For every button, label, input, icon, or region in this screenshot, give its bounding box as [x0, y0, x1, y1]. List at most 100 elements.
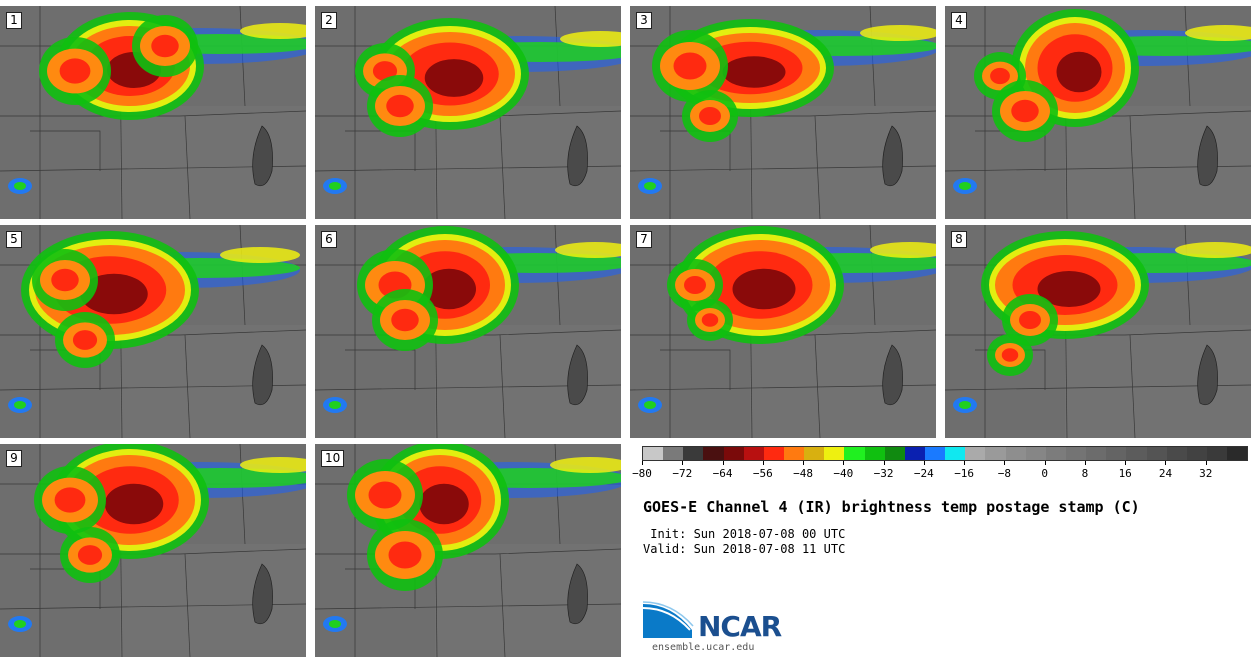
- colorbar-swatch: [783, 447, 805, 460]
- postage-stamp-panel: 7: [630, 225, 936, 438]
- colorbar-swatch: [743, 447, 764, 460]
- panel-number-label: 2: [321, 12, 337, 29]
- colorbar-swatch: [884, 447, 905, 460]
- colorbar-swatch: [844, 447, 865, 460]
- colorbar-swatch: [864, 447, 885, 460]
- panel-number-label: 10: [321, 450, 345, 467]
- colorbar-swatch: [1086, 447, 1107, 460]
- colorbar-swatch: [1005, 447, 1026, 460]
- colorbar-tick-label: 8: [1081, 467, 1089, 480]
- colorbar-swatch: [1186, 447, 1207, 460]
- ir-brightness-map: [945, 6, 1251, 219]
- colorbar-tick-mark: [1165, 461, 1167, 465]
- panel-number-label: 7: [636, 231, 652, 248]
- ir-brightness-map: [315, 444, 621, 657]
- postage-stamp-panel: 10: [315, 444, 621, 657]
- colorbar-tick-mark: [682, 461, 684, 465]
- colorbar-swatch: [985, 447, 1006, 460]
- panel-number-label: 3: [636, 12, 652, 29]
- postage-stamp-panel: 5: [0, 225, 306, 438]
- colorbar-swatch: [643, 447, 664, 460]
- colorbar-swatch: [1206, 447, 1228, 460]
- ir-brightness-map: [315, 225, 621, 438]
- colorbar-legend: −80 −72 −64 −56 −48 −40 −32 −24 −16 −8 0 8 16 24 32: [632, 446, 1250, 486]
- colorbar-tick-label: 0: [1041, 467, 1048, 480]
- colorbar-tick-mark: [1125, 461, 1127, 465]
- colorbar-tick-mark: [883, 461, 885, 465]
- ir-brightness-map: [945, 225, 1251, 438]
- postage-stamp-panel: 1: [0, 6, 306, 219]
- colorbar-tick-mark: [923, 461, 925, 465]
- postage-stamp-panel: 2: [315, 6, 621, 219]
- colorbar-swatch: [824, 447, 845, 460]
- colorbar-tick-mark: [722, 461, 724, 465]
- ir-brightness-map: [0, 444, 306, 657]
- ncar-logo: NCAR: [642, 600, 802, 650]
- colorbar-swatch: [723, 447, 744, 460]
- postage-stamp-panel: 6: [315, 225, 621, 438]
- postage-stamp-panel: 3: [630, 6, 936, 219]
- colorbar-swatch: [683, 447, 704, 460]
- colorbar-tick-mark: [1004, 461, 1006, 465]
- colorbar-swatch: [1227, 447, 1248, 460]
- colorbar-tick-label: −40: [833, 467, 854, 480]
- colorbar-tick-mark: [964, 461, 966, 465]
- figure-title: GOES-E Channel 4 (IR) brightness temp po…: [643, 498, 1140, 516]
- colorbar-tick-label: −8: [997, 467, 1012, 480]
- colorbar-tick-label: −56: [752, 467, 773, 480]
- logo-url: ensemble.ucar.edu: [652, 642, 755, 653]
- colorbar-tick-label: −72: [672, 467, 693, 480]
- colorbar-swatch: [1106, 447, 1127, 460]
- panel-number-label: 4: [951, 12, 967, 29]
- logo-wordmark: NCAR: [698, 610, 782, 643]
- colorbar-swatch: [945, 447, 966, 460]
- colorbar-tick-mark: [803, 461, 805, 465]
- colorbar-scale: [642, 446, 1248, 461]
- colorbar-swatch: [1065, 447, 1087, 460]
- ir-brightness-map: [630, 225, 936, 438]
- colorbar-tick-mark: [762, 461, 764, 465]
- ir-brightness-map: [0, 6, 306, 219]
- ir-brightness-map: [630, 6, 936, 219]
- colorbar-ticks: −80 −72 −64 −56 −48 −40 −32 −24 −16 −8 0 8 16 24 32: [632, 461, 1250, 483]
- postage-stamp-panel: 8: [945, 225, 1251, 438]
- init-time: Init: Sun 2018-07-08 00 UTC: [643, 527, 846, 541]
- panel-number-label: 6: [321, 231, 337, 248]
- colorbar-tick-label: 16: [1118, 467, 1132, 480]
- colorbar-tick-label: −32: [873, 467, 894, 480]
- colorbar-tick-mark: [1205, 461, 1207, 465]
- colorbar-swatch: [1146, 447, 1167, 460]
- colorbar-swatch: [1126, 447, 1147, 460]
- colorbar-swatch: [1166, 447, 1187, 460]
- postage-stamp-panel: 9: [0, 444, 306, 657]
- colorbar-tick-label: −24: [913, 467, 934, 480]
- panel-number-label: 1: [6, 12, 22, 29]
- valid-time: Valid: Sun 2018-07-08 11 UTC: [643, 542, 846, 556]
- colorbar-swatch: [804, 447, 825, 460]
- colorbar-tick-label: 32: [1199, 467, 1213, 480]
- ir-brightness-map: [0, 225, 306, 438]
- panel-number-label: 8: [951, 231, 967, 248]
- colorbar-tick-mark: [642, 461, 643, 465]
- ir-brightness-map: [315, 6, 621, 219]
- colorbar-tick-label: −16: [954, 467, 975, 480]
- colorbar-tick-label: −48: [793, 467, 813, 480]
- colorbar-swatch: [1045, 447, 1066, 460]
- colorbar-tick-mark: [1044, 461, 1046, 465]
- colorbar-tick-mark: [1084, 461, 1086, 465]
- colorbar-swatch: [904, 447, 925, 460]
- postage-stamp-panel: 4: [945, 6, 1251, 219]
- panel-number-label: 5: [6, 231, 22, 248]
- panel-number-label: 9: [6, 450, 22, 467]
- colorbar-swatch: [703, 447, 724, 460]
- colorbar-swatch: [1025, 447, 1046, 460]
- colorbar-swatch: [924, 447, 946, 460]
- colorbar-tick-label: −80: [632, 467, 652, 480]
- colorbar-tick-label: 24: [1158, 467, 1173, 480]
- colorbar-swatch: [663, 447, 684, 460]
- colorbar-tick-label: −64: [712, 467, 733, 480]
- colorbar-swatch: [763, 447, 784, 460]
- colorbar-swatch: [965, 447, 986, 460]
- colorbar-tick-mark: [843, 461, 845, 465]
- ncar-swoosh-icon: [642, 601, 694, 638]
